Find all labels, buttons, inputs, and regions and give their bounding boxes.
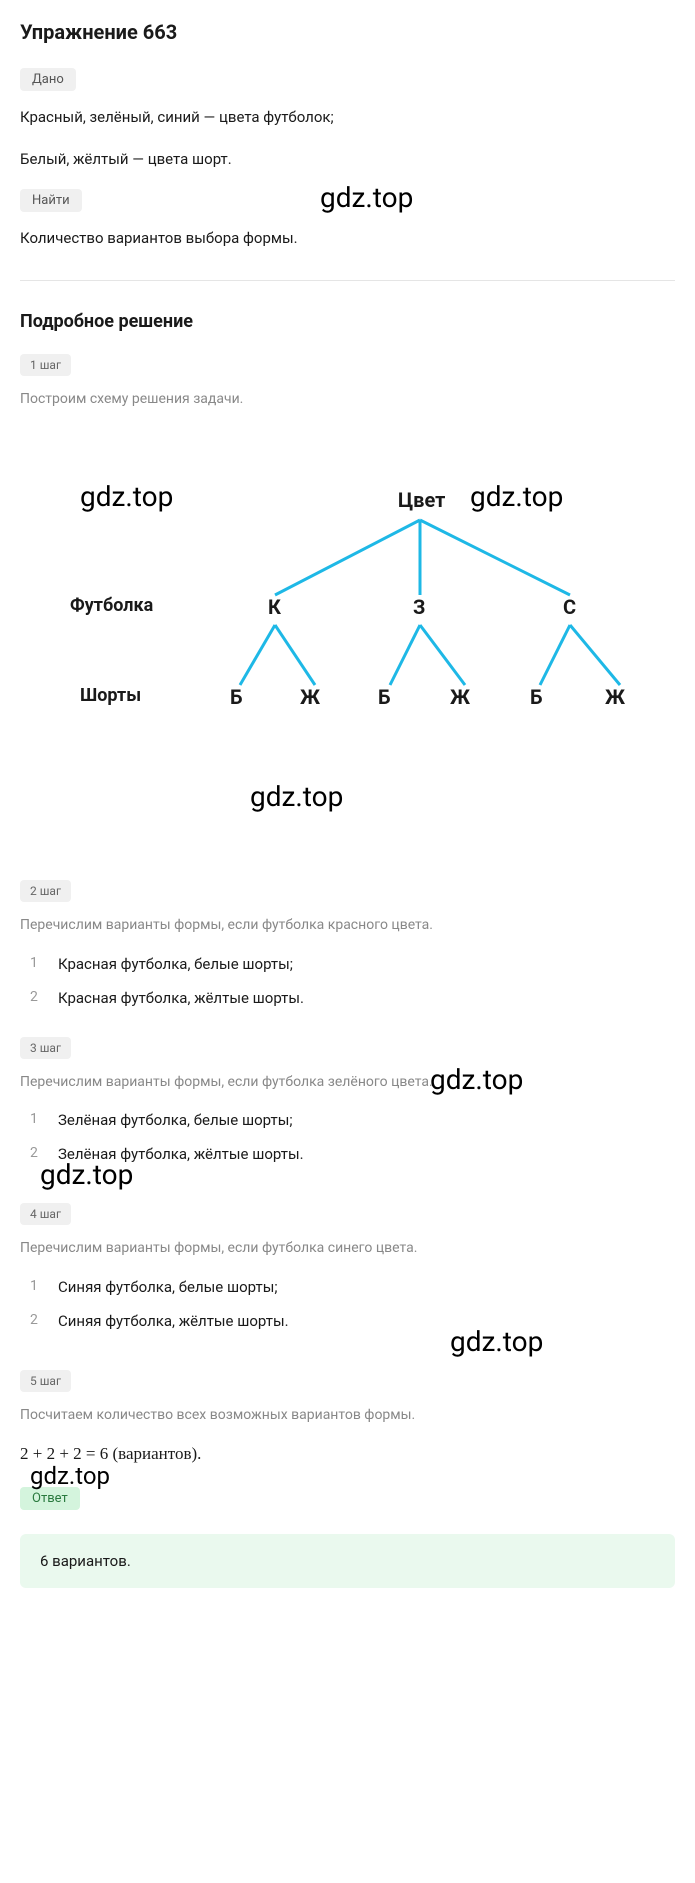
step-1-tag: 1 шаг bbox=[20, 354, 71, 376]
given-line-2: Белый, жёлтый — цвета шорт. bbox=[20, 147, 675, 171]
find-tag: Найти bbox=[20, 189, 82, 212]
find-text: Количество вариантов выбора формы. bbox=[20, 226, 675, 250]
step-4-tag: 4 шаг bbox=[20, 1203, 71, 1225]
tree-node-l2-3: Ж bbox=[450, 685, 470, 709]
solution-title: Подробное решение bbox=[20, 311, 675, 332]
step-2-tag: 2 шаг bbox=[20, 880, 71, 902]
watermark-text: gdz.top bbox=[450, 1325, 543, 1358]
list-item: Красная футболка, жёлтые шорты. bbox=[30, 989, 675, 1007]
step-5-tag: 5 шаг bbox=[20, 1370, 71, 1392]
tree-node-l1-0: К bbox=[268, 595, 281, 619]
given-line-1: Красный, зелёный, синий — цвета футболок… bbox=[20, 105, 675, 129]
tree-root: Цвет bbox=[398, 488, 445, 512]
row-1-label: Футболка bbox=[70, 595, 153, 616]
answer-tag: Ответ bbox=[20, 1487, 80, 1510]
section-divider bbox=[20, 280, 675, 281]
list-item: Красная футболка, белые шорты; bbox=[30, 955, 675, 973]
step-2-list: Красная футболка, белые шорты; Красная ф… bbox=[20, 955, 675, 1007]
watermark-text: gdz.top bbox=[30, 1462, 110, 1490]
list-item: Синяя футболка, белые шорты; bbox=[30, 1278, 675, 1296]
tree-node-l1-1: З bbox=[413, 595, 425, 619]
tree-node-l2-2: Б bbox=[378, 685, 391, 709]
step-3-tag: 3 шаг bbox=[20, 1037, 71, 1059]
watermark-text: gdz.top bbox=[40, 1158, 133, 1191]
formula-text: 2 + 2 + 2 = 6 (вариантов). bbox=[20, 1444, 675, 1464]
step-1-description: Построим схему решения задачи. bbox=[20, 388, 675, 410]
given-tag: Дано bbox=[20, 68, 76, 91]
step-3-list: Зелёная футболка, белые шорты; Зелёная ф… bbox=[20, 1111, 675, 1163]
step-4-list: Синяя футболка, белые шорты; Синяя футбо… bbox=[20, 1278, 675, 1330]
step-5-description: Посчитаем количество всех возможных вари… bbox=[20, 1404, 675, 1426]
step-4-description: Перечислим варианты формы, если футболка… bbox=[20, 1237, 675, 1259]
exercise-title: Упражнение 663 bbox=[20, 20, 675, 44]
row-2-label: Шорты bbox=[80, 685, 141, 706]
answer-text: 6 вариантов. bbox=[40, 1552, 131, 1570]
list-item: Зелёная футболка, белые шорты; bbox=[30, 1111, 675, 1129]
list-item: Синяя футболка, жёлтые шорты. bbox=[30, 1312, 675, 1330]
step-3-description: Перечислим варианты формы, если футболка… bbox=[20, 1071, 675, 1093]
answer-box: 6 вариантов. bbox=[20, 1534, 675, 1588]
tree-node-l2-1: Ж bbox=[300, 685, 320, 709]
watermark-text: gdz.top bbox=[320, 181, 413, 214]
tree-diagram: gdz.top gdz.top Цвет Футболка К З С Шорт… bbox=[20, 440, 675, 820]
tree-node-l2-4: Б bbox=[530, 685, 543, 709]
tree-node-l2-5: Ж bbox=[605, 685, 625, 709]
tree-node-l2-0: Б bbox=[230, 685, 243, 709]
tree-node-l1-2: С bbox=[563, 595, 576, 619]
step-2-description: Перечислим варианты формы, если футболка… bbox=[20, 914, 675, 936]
watermark-text: gdz.top bbox=[250, 780, 343, 813]
watermark-text: gdz.top bbox=[430, 1063, 523, 1096]
